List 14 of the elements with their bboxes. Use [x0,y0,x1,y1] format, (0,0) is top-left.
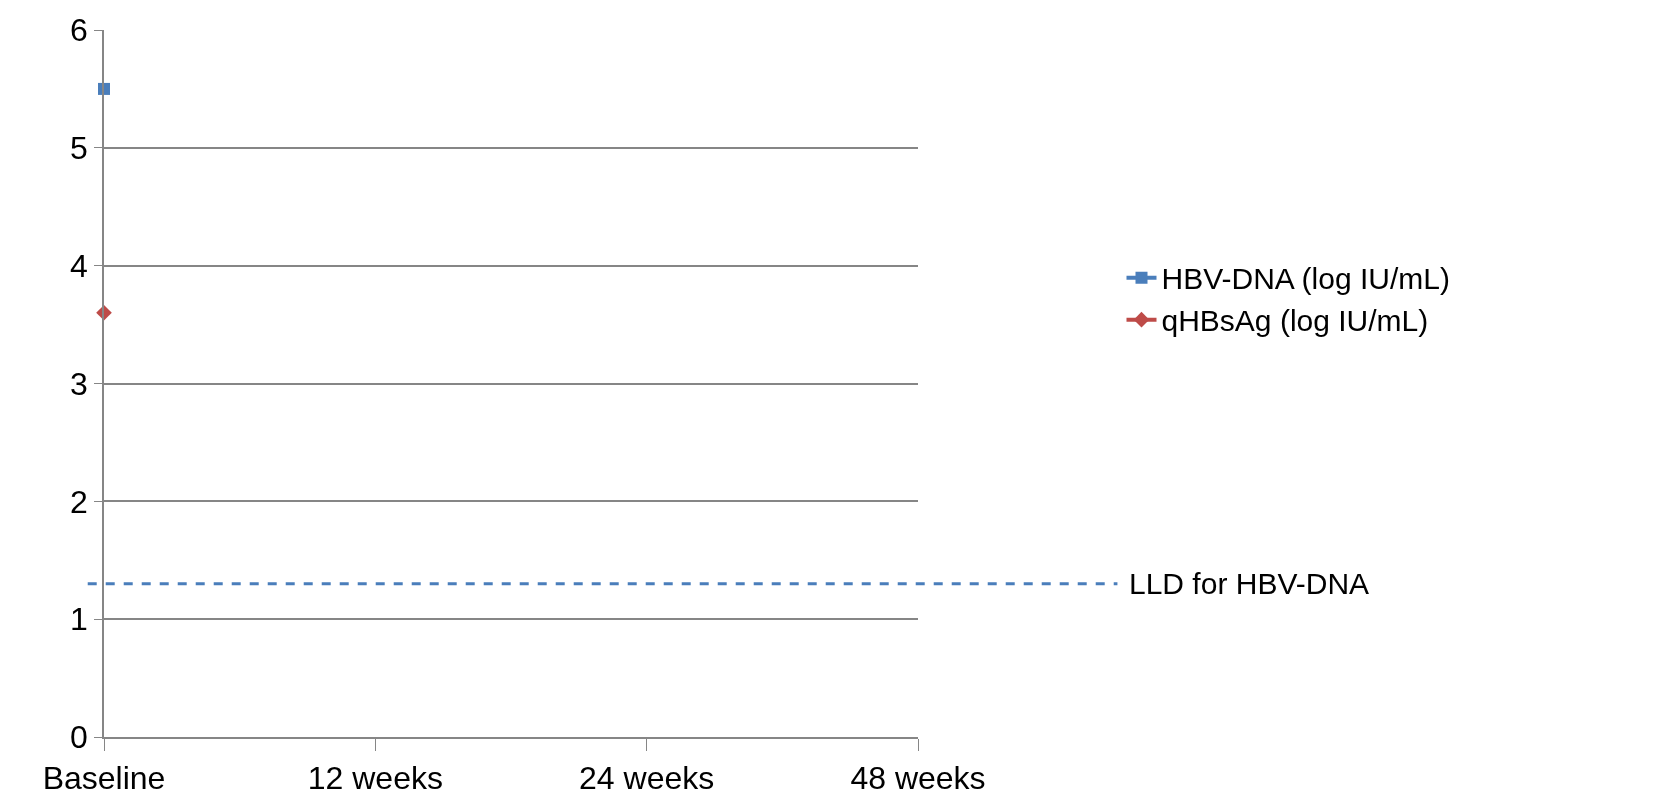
y-tick-label: 1 [70,601,88,638]
x-tick-label: 12 weeks [307,760,443,797]
y-tick-label: 6 [70,12,88,49]
y-tick-label: 3 [70,365,88,402]
x-tick-label: Baseline [42,760,166,797]
legend-label: qHBsAg (log IU/mL) [1161,304,1429,338]
y-tick-label: 4 [70,247,88,284]
y-tick-label: 0 [70,719,88,756]
y-tick-label: 5 [70,130,88,167]
x-tick-label: 48 weeks [850,760,986,797]
legend-label: HBV-DNA (log IU/mL) [1161,262,1450,296]
ref-line-label: LLD for HBV-DNA [1129,567,1370,600]
y-tick-label: 2 [70,483,88,520]
x-tick-label: 24 weeks [579,760,715,797]
